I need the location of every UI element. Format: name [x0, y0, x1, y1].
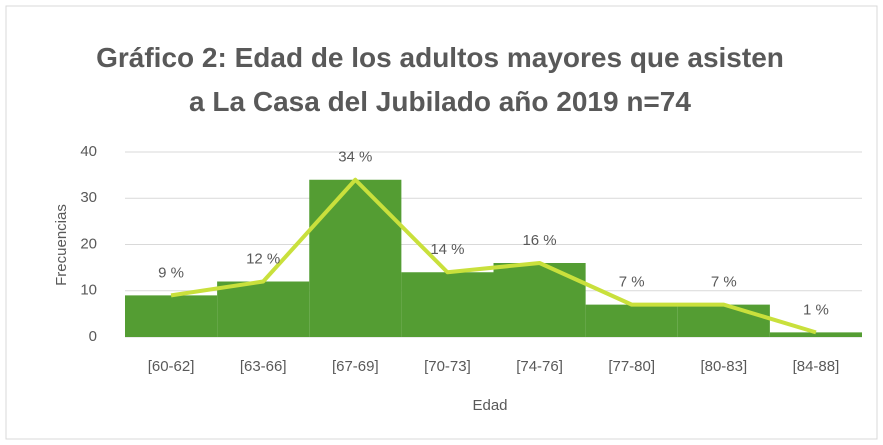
x-tick-label: [74-76] [516, 358, 563, 375]
data-label: 1 % [803, 301, 829, 318]
x-tick-label: [63-66] [240, 358, 287, 375]
data-label: 7 % [711, 274, 737, 291]
bar [401, 272, 494, 337]
y-axis-label: Frecuencias [53, 204, 70, 286]
x-tick-label: [67-69] [332, 358, 379, 375]
x-tick-label: [70-73] [424, 358, 471, 375]
x-axis-label: Edad [472, 397, 507, 414]
x-tick-label: [77-80] [608, 358, 655, 375]
bar [493, 263, 586, 337]
y-tick-label: 10 [80, 282, 97, 299]
y-tick-label: 30 [80, 189, 97, 206]
x-tick-label: [84-88] [793, 358, 840, 375]
trend-line [170, 177, 817, 335]
data-label: 16 % [522, 232, 556, 249]
bar [769, 332, 862, 337]
y-tick-label: 0 [89, 328, 97, 345]
bar [125, 295, 218, 337]
y-tick-label: 40 [80, 143, 97, 160]
data-label: 7 % [619, 274, 645, 291]
y-tick-label: 20 [80, 235, 97, 252]
data-label: 14 % [430, 241, 464, 258]
x-tick-label: [60-62] [148, 358, 195, 375]
chart-border [5, 5, 878, 440]
bar [585, 304, 678, 337]
bar [309, 179, 402, 337]
data-label: 34 % [338, 149, 372, 166]
data-label: 9 % [158, 264, 184, 281]
x-tick-label: [80-83] [700, 358, 747, 375]
chart-title: Gráfico 2: Edad de los adultos mayores q… [96, 42, 784, 117]
bar [217, 281, 310, 337]
bar [677, 304, 770, 337]
data-label: 12 % [246, 250, 280, 267]
